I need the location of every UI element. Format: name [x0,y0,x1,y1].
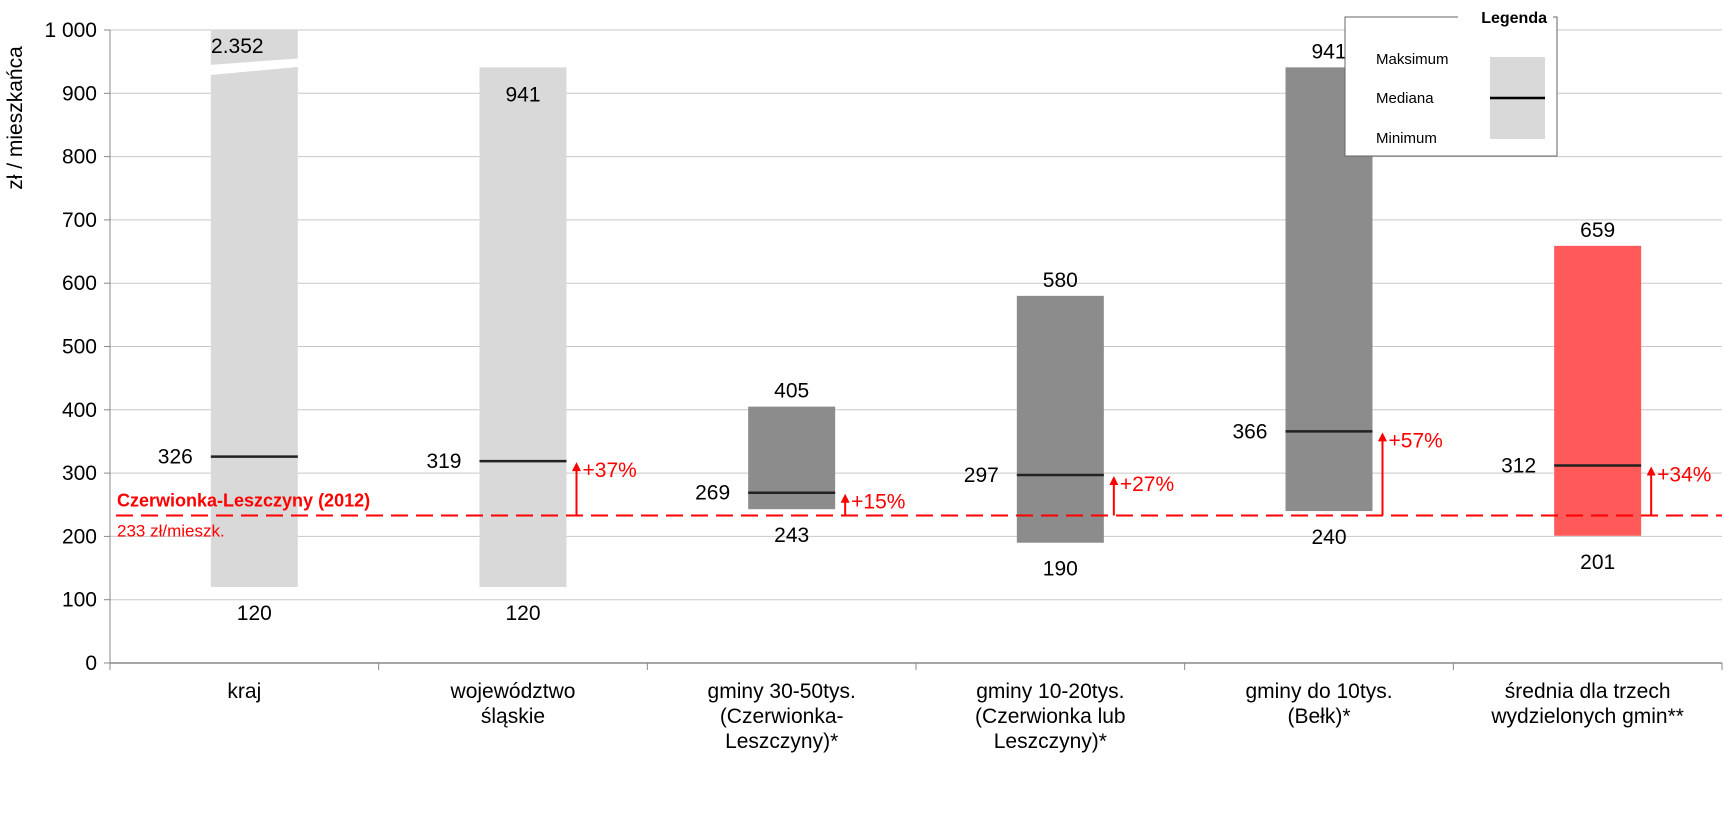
range-bar [1016,295,1104,543]
legend-max-label: Maksimum [1376,51,1449,68]
median-value-label: 326 [158,446,193,469]
y-tick-label: 600 [62,272,97,295]
median-value-label: 319 [426,450,461,473]
legend-title: Legenda [1481,10,1547,27]
x-category-label: województwo [450,680,576,703]
median-value-label: 366 [1232,420,1267,443]
max-value-label: 941 [1311,40,1346,63]
legend-title-bg [1458,9,1553,27]
increase-percent-label: +15% [851,491,905,514]
increase-arrowhead [840,493,850,503]
median-value-label: 297 [964,464,999,487]
legend: Legenda Maksimum Mediana Minimum [1344,9,1558,157]
increase-arrowhead [1109,475,1119,485]
y-tick-label: 0 [85,652,97,675]
y-tick-label: 500 [62,336,97,359]
x-category-label: kraj [227,680,261,703]
y-tick-label: 300 [62,462,97,485]
y-tick-label: 400 [62,399,97,422]
x-category-label: średnia dla trzech [1505,680,1671,703]
x-category-label: gminy do 10tys. [1245,680,1392,703]
increase-percent-label: +37% [583,459,637,482]
x-category-label: Leszczyny)* [725,730,838,753]
y-tick-label: 1 000 [44,19,97,42]
x-category-label: wydzielonych gmin** [1490,705,1684,728]
x-category-label: (Czerwionka- [720,705,844,728]
x-category-label: (Czerwionka lub [975,705,1126,728]
y-tick-label: 900 [62,82,97,105]
x-category-label: Leszczyny)* [994,730,1107,753]
x-category-label: śląskie [481,705,545,728]
x-category-label: (Bełk)* [1287,705,1350,728]
y-tick-label: 200 [62,525,97,548]
increase-arrowhead [1378,432,1387,442]
y-axis-title: zł / mieszkańca [4,46,27,190]
min-value-label: 190 [1043,558,1078,581]
y-tick-label: 100 [62,589,97,612]
legend-median-label: Mediana [1376,90,1434,107]
min-value-label: 201 [1580,551,1615,574]
min-value-label: 240 [1311,526,1346,549]
increase-arrowhead [572,462,581,472]
min-value-label: 120 [237,602,272,625]
max-value-label: 2.352 [211,35,264,58]
max-value-label: 659 [1580,219,1615,242]
max-value-label: 580 [1043,269,1078,292]
y-tick-label: 800 [62,146,97,169]
max-value-label: 405 [774,380,809,403]
range-bar [1554,245,1642,536]
reference-title: Czerwionka-Leszczyny (2012) [117,491,370,511]
increase-percent-label: +57% [1389,429,1443,452]
x-category-label: gminy 10-20tys. [976,680,1124,703]
legend-min-label: Minimum [1376,130,1437,147]
reference-line-group: Czerwionka-Leszczyny (2012) 233 zł/mieszk… [116,491,1722,541]
y-axis: zł / mieszkańca 0 100 200 300 400 500 600 700 80… [4,19,111,675]
min-value-label: 120 [505,602,540,625]
bars: 2.352 120 326 941 120 319 405 243 269 580 190 297 94… [158,30,1642,625]
reference-subtitle: 233 zł/mieszk. [117,522,225,541]
increase-percent-label: +34% [1657,464,1711,487]
min-value-label: 243 [774,524,809,547]
median-value-label: 269 [695,482,730,505]
range-bar [479,67,567,588]
increase-percent-label: +27% [1120,473,1174,496]
x-category-label: gminy 30-50tys. [708,680,856,703]
increase-arrowhead [1646,466,1656,476]
increase-arrows: +37% +15% +27% +57% +34% [572,429,1711,516]
max-value-label: 941 [505,83,540,106]
y-tick-label: 700 [62,209,97,232]
median-value-label: 312 [1501,455,1536,478]
range-bar-top [210,30,298,65]
